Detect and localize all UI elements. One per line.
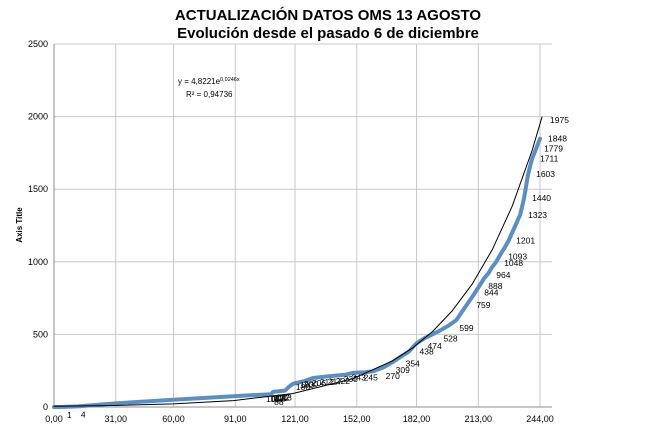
data-label: 1603 — [536, 169, 555, 179]
data-label: 438 — [420, 346, 434, 356]
data-label: 112 — [276, 393, 290, 403]
data-label: 1048 — [504, 258, 523, 268]
series-line-cases — [52, 136, 542, 409]
data-label: 108 — [272, 393, 286, 403]
x-tick-label: 60,00 — [162, 414, 185, 424]
data-label: 759 — [476, 300, 490, 310]
x-tick-label: 244,00 — [526, 414, 554, 424]
data-label: 217 — [328, 376, 342, 386]
y-tick-label: 500 — [33, 329, 48, 339]
x-tick-label: 31,00 — [104, 414, 127, 424]
data-label: 245 — [364, 372, 378, 382]
data-label: 180 — [296, 382, 310, 392]
y-tick-label: 0 — [43, 402, 48, 412]
data-label: 309 — [396, 365, 410, 375]
data-label: 243 — [352, 373, 366, 383]
axes — [53, 44, 552, 408]
data-label: 599 — [459, 323, 473, 333]
chart-subtitle: Evolución desde el pasado 6 de diciembre — [177, 25, 479, 42]
data-label: 4 — [81, 409, 86, 419]
data-label: 1711 — [540, 154, 559, 164]
y-tick-label: 1500 — [28, 184, 48, 194]
data-label: 1779 — [544, 144, 563, 154]
trendline-equation-exponent: 0,0246x — [220, 77, 240, 83]
data-label: 222 — [336, 376, 350, 386]
data-label: 1093 — [508, 251, 527, 261]
y-axis-title: Axis Title — [15, 207, 24, 243]
trendline-r-squared: R² = 0,94736 — [186, 90, 233, 99]
data-label: 110 — [274, 393, 288, 403]
y-tick-label: 1000 — [28, 257, 48, 267]
data-label: 1848 — [548, 134, 567, 144]
x-tick-label: 182,00 — [403, 414, 431, 424]
y-tick-labels: 0 500 1000 1500 2000 2500 — [28, 39, 48, 412]
trendline-equation-base: y = 4,8221e — [178, 77, 221, 86]
series-lines — [52, 116, 543, 409]
x-tick-labels: 0,00 31,00 60,00 91,00 121,00 152,00 182,00 213… — [45, 414, 554, 424]
data-label: 1975 — [550, 115, 569, 125]
x-tick-label: 0,00 — [45, 414, 63, 424]
data-label: 193 — [300, 380, 314, 390]
data-label: 1 — [67, 410, 72, 420]
data-label: 844 — [484, 287, 498, 297]
data-label: 888 — [488, 281, 502, 291]
data-label: 105 — [266, 394, 280, 404]
data-label: 212 — [320, 377, 334, 387]
data-label: 474 — [428, 341, 442, 351]
x-tick-label: 152,00 — [343, 414, 371, 424]
data-label: 235 — [344, 374, 358, 384]
series-line-trendline — [53, 116, 543, 407]
data-label: 270 — [386, 371, 400, 381]
data-label: 964 — [496, 270, 510, 280]
trendline-equation: y = 4,8221e0,0246x — [178, 77, 240, 86]
chart-title: ACTUALIZACIÓN DATOS OMS 13 AGOSTO — [175, 6, 481, 24]
x-tick-label: 213,00 — [465, 414, 493, 424]
data-label: 528 — [443, 333, 457, 343]
grid-lines — [54, 43, 552, 407]
data-label: 88 — [274, 397, 284, 407]
data-label: 206 — [312, 378, 326, 388]
data-label: 113 — [278, 393, 292, 403]
y-tick-label: 2000 — [28, 112, 48, 122]
data-label: 354 — [406, 359, 420, 369]
data-label: 107 — [270, 393, 284, 403]
data-label: 1201 — [516, 236, 535, 246]
x-tick-label: 121,00 — [281, 414, 309, 424]
data-label: 1323 — [528, 210, 547, 220]
y-tick-label: 2500 — [28, 39, 48, 49]
x-tick-label: 91,00 — [224, 414, 247, 424]
data-label: 1440 — [532, 193, 551, 203]
data-label: 200 — [304, 379, 318, 389]
